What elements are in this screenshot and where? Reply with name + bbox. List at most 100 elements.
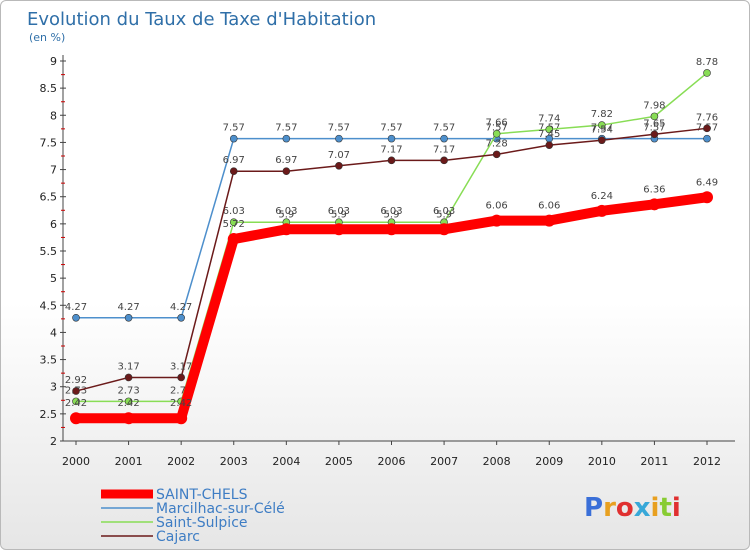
data-label-saint-chels: 2.42	[65, 398, 87, 409]
data-point-saint-chels	[385, 223, 398, 236]
data-label-cajarc: 7.28	[486, 138, 508, 149]
data-label-saint-sulpice: 7.66	[486, 118, 508, 129]
axes: 2 2.5 3 3.5 4 4.5 5 5.5 6 6.5 7 7.5 8 8.5 9 2000 2001 200…	[40, 55, 735, 468]
data-label-cajarc: 7.17	[433, 144, 455, 155]
data-label-cajarc: 3.17	[117, 361, 139, 372]
y-tick-label: 7.5	[40, 136, 58, 149]
x-tick-label: 2002	[167, 455, 195, 468]
data-point-saint-sulpice	[545, 125, 554, 134]
data-label-marcilhac-sur-c-l-: 4.27	[170, 302, 192, 313]
data-point-cajarc	[282, 167, 291, 175]
data-label-saint-chels: 5.9	[384, 209, 400, 220]
data-point-marcilhac-sur-c-l-	[387, 134, 396, 143]
logo-letter: i	[672, 493, 681, 523]
data-label-marcilhac-sur-c-l-: 7.57	[275, 123, 297, 134]
logo-letter: r	[603, 493, 616, 523]
data-point-marcilhac-sur-c-l-	[177, 313, 185, 322]
data-point-cajarc	[124, 373, 133, 382]
data-label-marcilhac-sur-c-l-: 4.27	[65, 302, 87, 313]
proxiti-logo: Proxiti	[584, 493, 681, 523]
data-point-saint-chels	[175, 412, 188, 425]
data-label-cajarc: 7.76	[696, 112, 718, 123]
data-point-cajarc	[598, 136, 606, 145]
data-point-saint-chels	[543, 214, 556, 227]
data-label-saint-sulpice: 8.78	[696, 57, 718, 68]
data-label-marcilhac-sur-c-l-: 7.57	[643, 123, 665, 134]
y-tick-label: 4.5	[40, 299, 58, 312]
y-tick-label: 2.5	[40, 408, 58, 421]
logo-letter: i	[651, 493, 660, 523]
data-label-cajarc: 6.97	[223, 155, 245, 166]
data-point-saint-chels	[122, 412, 135, 425]
x-tick-label: 2000	[62, 455, 90, 468]
x-tick-label: 2011	[640, 455, 668, 468]
data-point-saint-chels	[701, 191, 713, 204]
data-label-marcilhac-sur-c-l-: 7.57	[433, 123, 455, 134]
chart-subtitle: (en %)	[29, 31, 65, 44]
x-tick-label: 2012	[693, 455, 721, 468]
data-point-saint-chels	[648, 198, 661, 211]
logo-letter: o	[616, 493, 634, 523]
data-point-saint-chels	[227, 233, 240, 246]
data-label-marcilhac-sur-c-l-: 7.57	[223, 123, 245, 134]
y-tick-label: 3	[50, 381, 57, 394]
data-label-saint-sulpice: 6.03	[433, 206, 455, 217]
x-tick-label: 2001	[115, 455, 143, 468]
data-label-cajarc: 7.07	[328, 150, 350, 161]
data-label-saint-chels: 6.49	[696, 177, 718, 188]
data-label-saint-sulpice: 2.73	[117, 385, 139, 396]
x-tick-label: 2009	[535, 455, 563, 468]
data-point-marcilhac-sur-c-l-	[335, 134, 343, 143]
data-label-saint-sulpice: 6.03	[275, 206, 297, 217]
y-tick-label: 2	[50, 435, 57, 448]
data-point-cajarc	[177, 373, 185, 382]
data-label-marcilhac-sur-c-l-: 7.57	[380, 123, 402, 134]
data-label-marcilhac-sur-c-l-: 4.27	[117, 302, 139, 313]
data-point-saint-sulpice	[492, 129, 501, 138]
data-label-marcilhac-sur-c-l-: 7.57	[328, 123, 350, 134]
logo-letter: x	[634, 493, 651, 523]
y-tick-label: 4	[50, 326, 57, 339]
x-tick-label: 2008	[483, 455, 511, 468]
data-label-saint-sulpice: 6.03	[380, 206, 402, 217]
series-layer: 4.27 4.27 4.27 7.57 7.57 7.57 7.57 7.57 7.57 7.57…	[65, 57, 718, 425]
data-point-marcilhac-sur-c-l-	[72, 313, 80, 322]
x-tick-label: 2010	[588, 455, 616, 468]
x-tick-label: 2005	[325, 455, 353, 468]
data-point-saint-sulpice	[124, 397, 133, 406]
data-point-cajarc	[492, 150, 501, 159]
y-tick-label: 3.5	[40, 354, 58, 367]
legend-label-saint-chels: SAINT-CHELS	[156, 487, 248, 503]
y-tick-label: 6.5	[40, 191, 58, 204]
data-label-saint-sulpice: 7.82	[591, 109, 613, 120]
data-point-cajarc	[335, 161, 343, 170]
data-point-marcilhac-sur-c-l-	[124, 313, 133, 322]
data-point-saint-sulpice	[72, 397, 80, 406]
data-point-saint-sulpice	[650, 112, 659, 121]
y-tick-label: 6	[50, 218, 57, 231]
data-label-saint-chels: 5.9	[436, 209, 452, 220]
data-point-saint-chels	[332, 223, 345, 236]
data-point-cajarc	[440, 156, 448, 165]
data-point-saint-chels	[438, 223, 451, 236]
data-point-saint-sulpice	[229, 218, 238, 227]
data-label-saint-chels: 6.06	[486, 201, 508, 212]
data-label-saint-sulpice: 7.98	[643, 100, 665, 111]
data-point-cajarc	[72, 387, 80, 395]
data-point-cajarc	[229, 167, 238, 175]
data-label-cajarc: 7.17	[380, 144, 402, 155]
y-tick-label: 8	[50, 109, 57, 122]
y-tick-label: 5.5	[40, 245, 58, 258]
data-label-saint-chels: 5.9	[331, 209, 347, 220]
data-point-saint-sulpice	[598, 121, 606, 129]
data-label-saint-chels: 2.42	[170, 398, 192, 409]
y-tick-label: 8.5	[40, 82, 58, 95]
data-point-marcilhac-sur-c-l-	[440, 134, 448, 143]
data-label-cajarc: 2.92	[65, 375, 87, 386]
data-point-saint-sulpice	[703, 69, 711, 77]
data-point-cajarc	[387, 156, 396, 165]
data-label-marcilhac-sur-c-l-: 7.57	[486, 123, 508, 134]
data-label-cajarc: 6.97	[275, 155, 297, 166]
y-tick-label: 9	[50, 55, 57, 68]
